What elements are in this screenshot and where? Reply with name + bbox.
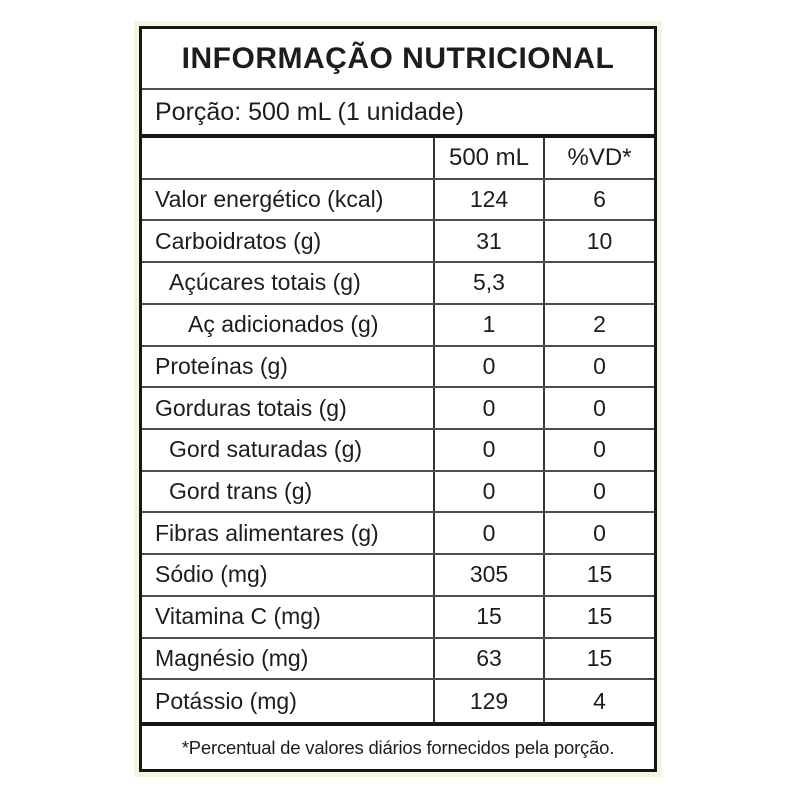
nutrient-name: Sódio (mg) [155,561,268,588]
nutrient-dv: 0 [543,346,654,387]
nutrient-name: Fibras alimentares (g) [155,519,379,546]
nutrient-amount: 0 [433,346,543,387]
nutrient-name: Gorduras totais (g) [155,394,347,421]
nutrient-dv: 10 [543,221,654,262]
nutrient-amount: 305 [433,555,543,595]
nutrient-amount: 0 [433,388,543,428]
table-row: Gorduras totais (g) 0 0 [142,388,654,430]
table-row: Potássio (mg) 129 4 [142,680,654,722]
nutrient-name: Potássio (mg) [155,687,297,714]
header-amount-column: 500 mL [433,138,543,178]
nutrient-amount: 31 [433,221,543,262]
nutrient-name: Açúcares totais (g) [169,269,361,296]
nutrient-amount: 1 [433,304,543,345]
table-row: Gord trans (g) 0 0 [142,471,654,514]
nutrient-name: Magnésio (mg) [155,644,309,671]
nutrient-amount: 0 [433,471,543,512]
nutrient-dv: 15 [543,555,654,595]
table-row: Sódio (mg) 305 15 [142,555,654,597]
nutrient-name: Gord trans (g) [169,478,313,505]
nutrient-amount: 15 [433,596,543,637]
nutrient-amount: 63 [433,638,543,679]
table-row: Gord saturadas (g) 0 0 [142,430,654,472]
table-row: Aç adicionados (g) 1 2 [142,304,654,347]
header-nutrient-column [142,138,433,178]
table-row: Proteínas (g) 0 0 [142,346,654,389]
label-title: INFORMAÇÃO NUTRICIONAL [142,29,654,90]
nutrient-amount: 124 [433,179,543,220]
nutrient-name: Valor energético (kcal) [155,186,384,213]
nutrient-amount: 0 [433,513,543,554]
nutrient-dv: 15 [543,596,654,637]
header-dv-column: %VD* [543,138,654,178]
serving-size: Porção: 500 mL (1 unidade) [142,90,654,138]
nutrient-dv: 15 [543,638,654,679]
table-header-row: 500 mL %VD* [142,138,654,180]
nutrient-name: Proteínas (g) [155,352,288,379]
nutrient-dv: 0 [543,388,654,428]
table-row: Vitamina C (mg) 15 15 [142,596,654,639]
table-row: Açúcares totais (g) 5,3 [142,263,654,305]
nutrient-dv: 0 [543,471,654,512]
nutrient-dv: 0 [543,430,654,470]
nutrient-amount: 5,3 [433,263,543,303]
nutrient-dv: 2 [543,304,654,345]
nutrient-name: Carboidratos (g) [155,227,322,254]
nutrient-name: Vitamina C (mg) [155,603,321,630]
nutrient-dv: 6 [543,179,654,220]
table-row: Fibras alimentares (g) 0 0 [142,513,654,556]
nutrient-name: Aç adicionados (g) [188,311,379,338]
footnote: *Percentual de valores diários fornecido… [142,722,654,769]
table-row: Carboidratos (g) 31 10 [142,221,654,264]
table-row: Magnésio (mg) 63 15 [142,638,654,681]
nutrient-amount: 0 [433,430,543,470]
table-row: Valor energético (kcal) 124 6 [142,179,654,222]
nutrition-table: 500 mL %VD* Valor energético (kcal) 124 … [142,138,654,722]
nutrient-dv: 4 [543,680,654,722]
nutrition-label: INFORMAÇÃO NUTRICIONAL Porção: 500 mL (1… [139,26,657,772]
nutrient-dv [543,263,654,303]
nutrient-amount: 129 [433,680,543,722]
nutrient-name: Gord saturadas (g) [169,436,363,463]
nutrient-dv: 0 [543,513,654,554]
